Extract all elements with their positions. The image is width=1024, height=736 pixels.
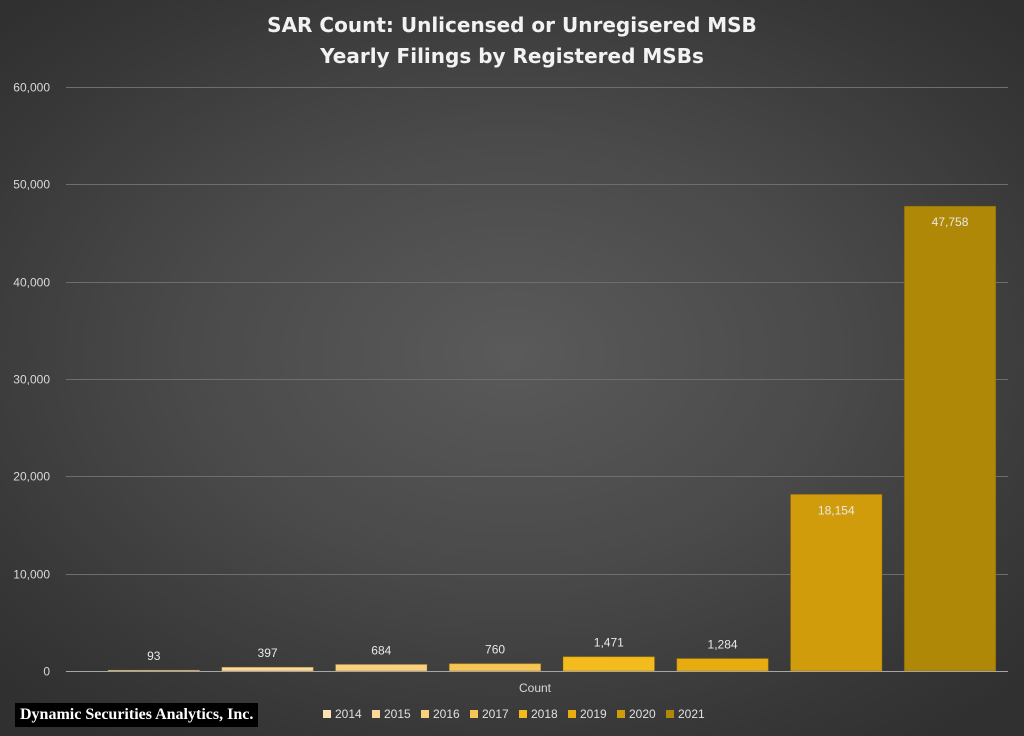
chart-title-line-2: Yearly Filings by Registered MSBs bbox=[319, 44, 704, 68]
y-tick-label: 10,000 bbox=[13, 568, 50, 582]
bar-2019 bbox=[676, 658, 769, 672]
y-tick-label: 0 bbox=[43, 665, 50, 679]
data-label-2019: 1,284 bbox=[708, 638, 738, 652]
bar-2018 bbox=[562, 656, 656, 672]
x-axis-label: Count bbox=[519, 681, 552, 695]
chart-title-line-1: SAR Count: Unlicensed or Unregisered MSB bbox=[267, 13, 757, 37]
data-label-2017: 760 bbox=[485, 643, 505, 657]
legend-swatch-2018 bbox=[519, 710, 527, 718]
bars bbox=[107, 205, 997, 672]
legend-label-2020: 2020 bbox=[629, 707, 656, 721]
bar-2020 bbox=[790, 493, 883, 672]
legend-label-2021: 2021 bbox=[678, 707, 705, 721]
legend-label-2016: 2016 bbox=[433, 707, 460, 721]
data-label-2015: 397 bbox=[258, 646, 278, 660]
legend-swatch-2014 bbox=[323, 710, 331, 718]
legend-label-2015: 2015 bbox=[384, 707, 411, 721]
y-tick-label: 30,000 bbox=[13, 373, 50, 387]
legend: 2014 2015 2016 2017 2018 2019 2020 2021 bbox=[323, 707, 705, 721]
data-labels: 93 397 684 760 1,471 1,284 18,154 47,758 bbox=[147, 215, 969, 663]
legend-swatch-2021 bbox=[666, 710, 674, 718]
legend-swatch-2020 bbox=[617, 710, 625, 718]
bar-2017 bbox=[448, 663, 542, 672]
y-tick-label: 40,000 bbox=[13, 276, 50, 290]
bar-2016 bbox=[335, 663, 428, 672]
credit-badge: Dynamic Securities Analytics, Inc. bbox=[15, 703, 259, 727]
legend-label-2017: 2017 bbox=[482, 707, 509, 721]
bar-2021 bbox=[903, 205, 997, 672]
legend-swatch-2015 bbox=[372, 710, 380, 718]
data-label-2014: 93 bbox=[147, 649, 161, 663]
bar-2014 bbox=[107, 669, 201, 672]
legend-swatch-2019 bbox=[568, 710, 576, 718]
y-tick-label: 20,000 bbox=[13, 470, 50, 484]
data-label-2018: 1,471 bbox=[594, 636, 624, 650]
data-label-2016: 684 bbox=[371, 643, 391, 657]
y-tick-label: 50,000 bbox=[13, 178, 50, 192]
y-tick-label: 60,000 bbox=[13, 81, 50, 95]
legend-swatch-2016 bbox=[421, 710, 429, 718]
data-label-2021: 47,758 bbox=[932, 215, 969, 229]
legend-label-2018: 2018 bbox=[531, 707, 558, 721]
bar-2015 bbox=[221, 666, 314, 672]
y-axis-ticks: 0 10,000 20,000 30,000 40,000 50,000 60,000 bbox=[13, 81, 50, 679]
legend-label-2019: 2019 bbox=[580, 707, 607, 721]
data-label-2020: 18,154 bbox=[818, 503, 855, 517]
legend-swatch-2017 bbox=[470, 710, 478, 718]
legend-label-2014: 2014 bbox=[335, 707, 362, 721]
